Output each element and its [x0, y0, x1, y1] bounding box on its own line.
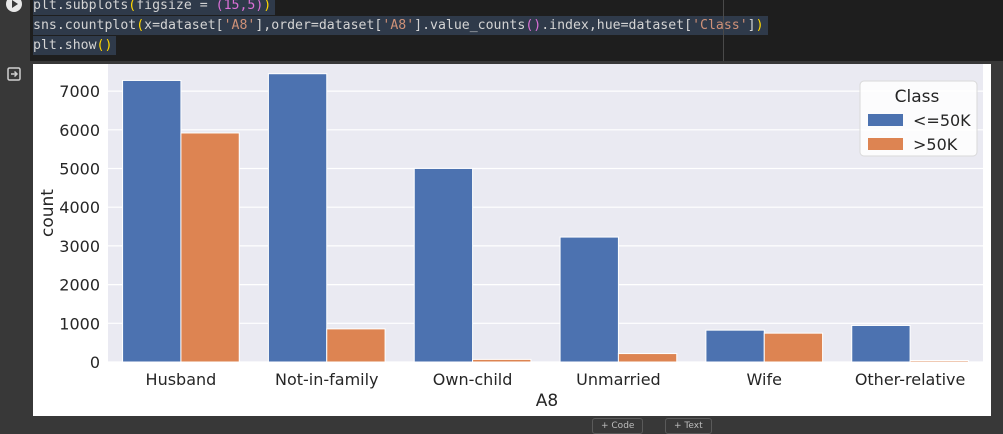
- legend-box: [859, 80, 978, 157]
- x-tick-label: Unmarried: [576, 370, 661, 389]
- code-token: plt.subplots: [33, 0, 129, 13]
- bar-wife-series-1: [763, 332, 824, 363]
- code-token: ): [755, 18, 764, 33]
- code-token: (15,5): [215, 0, 264, 13]
- code-token: .index,hue=dataset[: [541, 18, 693, 33]
- add-code-button[interactable]: + Code: [592, 418, 644, 434]
- bars: [122, 73, 969, 363]
- code-token: ],order=dataset[: [255, 18, 383, 33]
- y-tick-label: 2000: [59, 276, 100, 295]
- code-token: (: [136, 18, 145, 33]
- y-tick-label: 6000: [59, 121, 100, 140]
- y-tick-label: 7000: [59, 82, 100, 101]
- cell-footer: [0, 416, 1003, 429]
- code-token: (): [525, 18, 542, 33]
- legend-label-gt50k: >50K: [913, 135, 958, 154]
- legend-title: Class: [895, 87, 940, 107]
- y-tick-label: 0: [90, 353, 100, 372]
- y-tick-label: 4000: [59, 198, 100, 217]
- x-axis-label: A8: [536, 391, 558, 411]
- code-token: (): [96, 38, 113, 53]
- bar-not-in-family-series-1: [326, 328, 386, 363]
- legend-label-le50k: <=50K: [913, 111, 971, 130]
- bar-unmarried-series-0: [559, 236, 619, 363]
- legend-swatch-gt50k: [868, 138, 903, 150]
- y-tick-label: 1000: [59, 314, 100, 333]
- code-token: figsize =: [136, 0, 216, 13]
- bar-unmarried-series-1: [617, 353, 678, 363]
- code-token: ]: [747, 18, 756, 33]
- x-tick-label: Wife: [747, 370, 782, 389]
- code-token: sns.countplot: [33, 18, 137, 33]
- code-token: 'A8': [382, 18, 415, 33]
- play-icon: [12, 0, 18, 8]
- x-tick-labels: Husband Not-in-family Own-child Unmarried Wi…: [146, 370, 966, 389]
- bar-not-in-family-series-0: [267, 73, 328, 363]
- add-text-button[interactable]: + Text: [665, 418, 712, 434]
- y-tick-label: 5000: [59, 159, 100, 178]
- code-token: plt.show: [33, 38, 97, 53]
- x-tick-label: Other-relative: [855, 370, 966, 389]
- editor-ruler: [723, 0, 724, 61]
- y-tick-label: 3000: [59, 237, 100, 256]
- plot-background: [108, 64, 983, 362]
- code-line-2: sns.countplot(x=dataset['A8'],order=data…: [33, 16, 768, 35]
- output-menu-icon[interactable]: [7, 67, 21, 81]
- countplot-chart: 0 1000 2000 3000 4000 5000 6000 7000 Husband Not…: [38, 64, 983, 411]
- bar-other-relative-series-1: [909, 360, 969, 363]
- x-tick-label: Husband: [146, 370, 217, 389]
- bar-husband-series-0: [122, 79, 182, 363]
- bar-own-child-series-0: [413, 167, 474, 363]
- code-cell: plt.subplots(figsize = (15,5)) sns.count…: [0, 0, 1003, 63]
- bar-own-child-series-1: [472, 358, 532, 363]
- bar-husband-series-1: [180, 132, 240, 363]
- x-tick-label: Not-in-family: [275, 370, 379, 389]
- bar-wife-series-0: [705, 329, 765, 363]
- legend: Class <=50K >50K: [859, 80, 978, 157]
- code-token: (: [128, 0, 137, 13]
- code-token: x=dataset[: [144, 18, 224, 33]
- legend-swatch-le50k: [868, 114, 903, 126]
- y-axis-label: count: [38, 189, 58, 237]
- code-token: 'A8': [223, 18, 256, 33]
- code-line-1: plt.subplots(figsize = (15,5)): [33, 0, 276, 15]
- code-editor[interactable]: plt.subplots(figsize = (15,5)) sns.count…: [30, 0, 1003, 61]
- grid-lines: [108, 90, 983, 363]
- code-token: ): [263, 0, 272, 13]
- run-cell-button[interactable]: [6, 0, 22, 12]
- code-line-3: plt.show(): [33, 36, 117, 55]
- code-token: 'Class': [692, 18, 748, 33]
- code-token: ].value_counts: [414, 18, 526, 33]
- x-tick-label: Own-child: [433, 370, 513, 389]
- plot-output: 0 1000 2000 3000 4000 5000 6000 7000 Husband Not…: [33, 64, 991, 416]
- bar-other-relative-series-0: [851, 324, 911, 363]
- y-tick-labels: 0 1000 2000 3000 4000 5000 6000 7000: [59, 82, 100, 372]
